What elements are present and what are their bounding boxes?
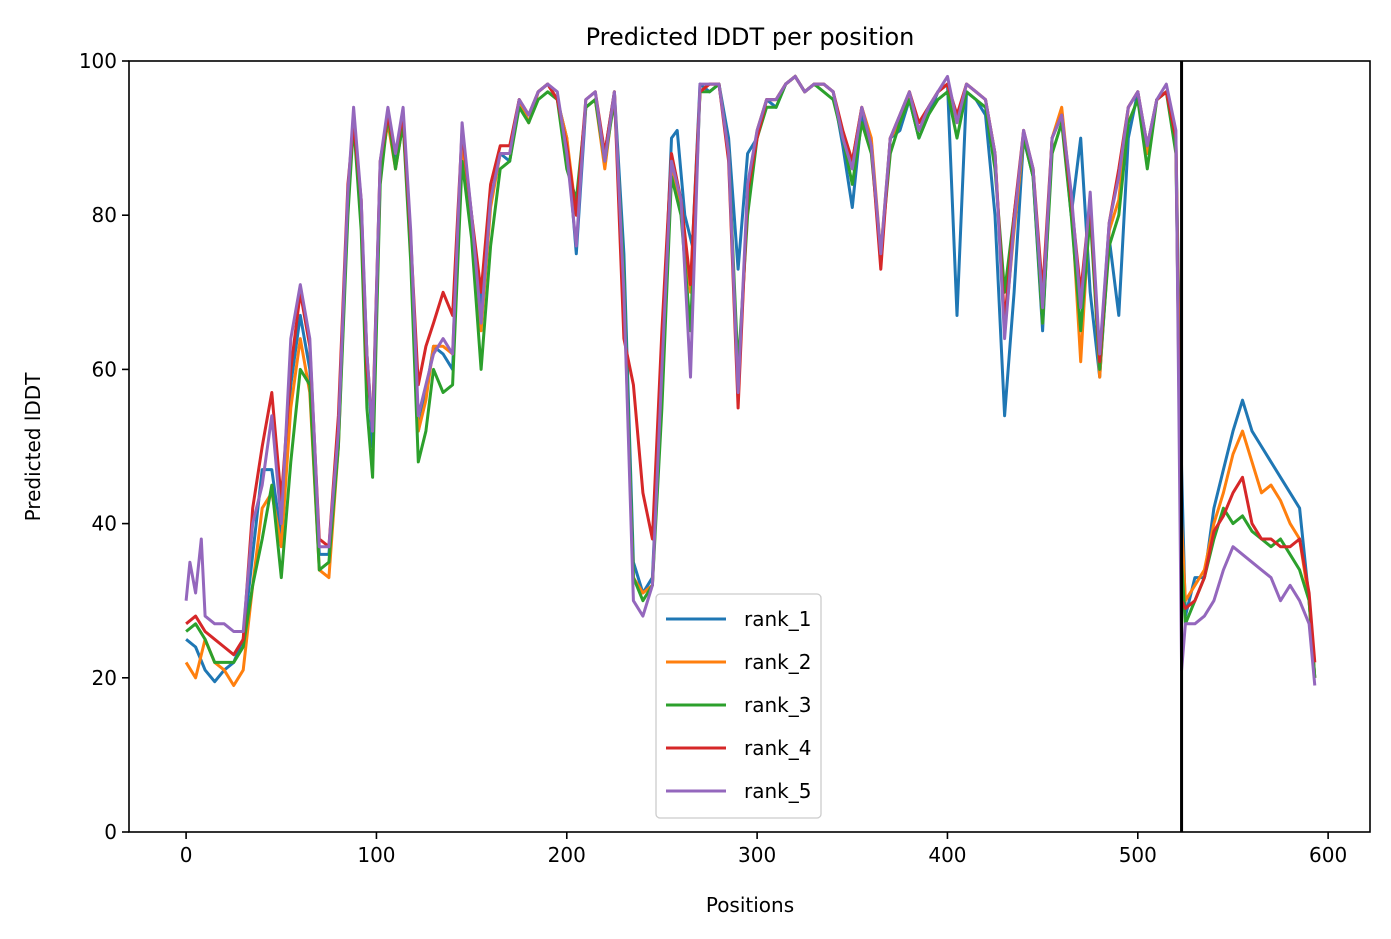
y-tick-label: 60 [92, 357, 117, 381]
y-tick-label: 80 [92, 203, 117, 227]
chart-title: Predicted lDDT per position [586, 23, 915, 51]
y-axis-label: Predicted lDDT [21, 372, 45, 522]
y-tick-label: 100 [79, 49, 117, 73]
y-tick-label: 0 [104, 820, 117, 844]
x-tick-label: 600 [1309, 843, 1347, 867]
y-tick-label: 40 [92, 512, 117, 536]
y-tick-label: 20 [92, 666, 117, 690]
legend-label: rank_2 [744, 650, 811, 674]
legend: rank_1 rank_2 rank_3 rank_4 rank_5 [655, 593, 822, 819]
legend-label: rank_1 [744, 607, 811, 631]
plot-frame [128, 60, 1371, 833]
x-tick-label: 400 [928, 843, 966, 867]
series-line-rank-5 [184, 74, 1317, 686]
x-tick-label: 500 [1119, 843, 1157, 867]
x-tick-label: 300 [738, 843, 776, 867]
legend-label: rank_3 [744, 693, 811, 717]
x-tick-label: 200 [548, 843, 586, 867]
x-tick-label: 0 [180, 843, 193, 867]
legend-label: rank_4 [744, 736, 811, 760]
series-layer [184, 74, 1317, 687]
legend-label: rank_5 [744, 779, 811, 803]
axis-ticks: 0 100 200 300 400 500 600 0 20 40 60 80 100 [79, 49, 1347, 867]
legend-frame [655, 593, 822, 819]
x-axis-label: Positions [706, 893, 794, 917]
x-tick-label: 100 [357, 843, 395, 867]
